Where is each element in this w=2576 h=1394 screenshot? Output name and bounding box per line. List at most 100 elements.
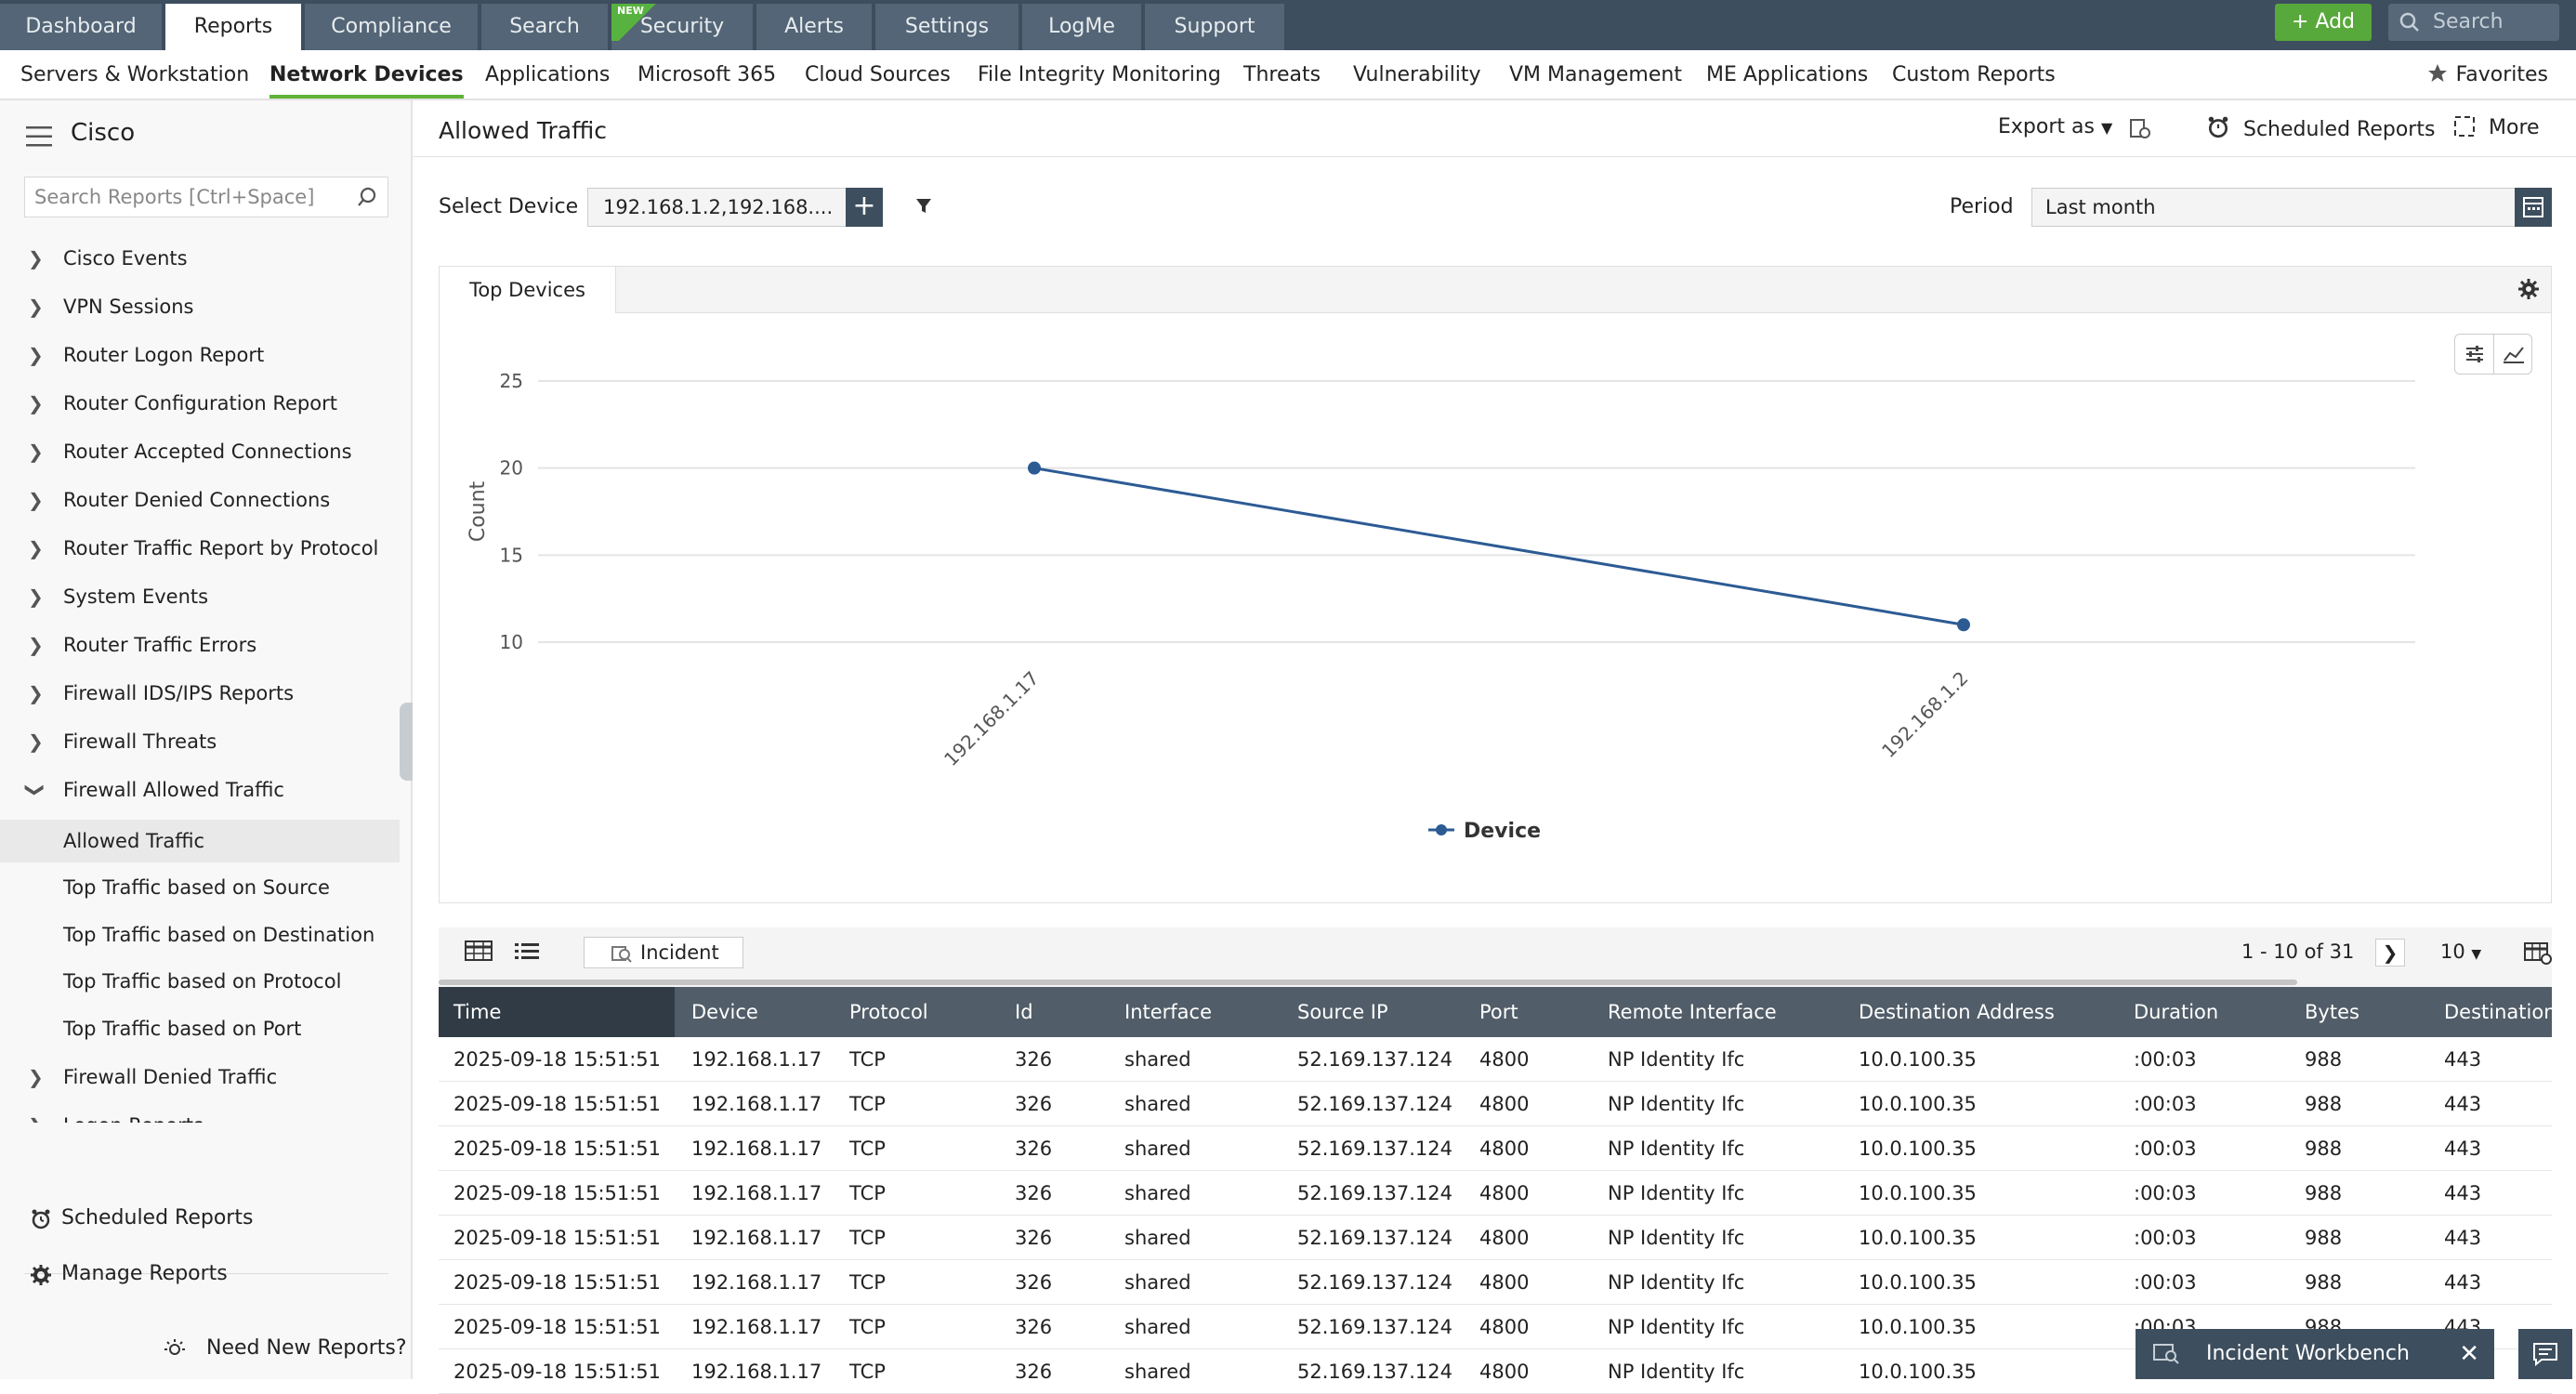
- chart-type-button[interactable]: [2494, 335, 2533, 374]
- sidebar-item-top-traffic-port[interactable]: Top Traffic based on Port: [0, 1007, 400, 1050]
- table-view-icon[interactable]: [465, 939, 493, 963]
- incident-workbench-bar[interactable]: Incident Workbench ✕: [2136, 1329, 2494, 1379]
- manage-reports-link[interactable]: Manage Reports: [31, 1262, 228, 1285]
- chat-button[interactable]: [2518, 1329, 2572, 1379]
- favorites-link[interactable]: Favorites: [2426, 50, 2548, 100]
- period-field[interactable]: Last month: [2031, 188, 2518, 227]
- column-header-device[interactable]: Device: [691, 1001, 758, 1023]
- table-horizontal-scrollbar[interactable]: [439, 978, 2552, 987]
- need-new-reports-link[interactable]: Need New Reports?: [164, 1336, 407, 1360]
- scrollbar-thumb[interactable]: [439, 980, 2297, 985]
- sidebar-item-label: Top Traffic based on Protocol: [63, 970, 342, 993]
- sidebar-group-router-traffic-errors[interactable]: ❯ Router Traffic Errors: [0, 624, 400, 666]
- add-button[interactable]: + Add: [2275, 4, 2372, 41]
- subnav-custom-reports[interactable]: Custom Reports: [1892, 63, 2056, 86]
- subnav-microsoft-365[interactable]: Microsoft 365: [637, 63, 777, 86]
- sidebar-group-router-accepted[interactable]: ❯ Router Accepted Connections: [0, 430, 400, 473]
- column-header-interface[interactable]: Interface: [1124, 1001, 1213, 1023]
- sidebar-item-allowed-traffic[interactable]: Allowed Traffic: [0, 820, 400, 862]
- column-header-duration[interactable]: Duration: [2134, 1001, 2219, 1023]
- hamburger-menu-icon[interactable]: [26, 126, 52, 147]
- tab-top-devices[interactable]: Top Devices: [440, 267, 616, 313]
- sidebar-group-firewall-allowed-traffic[interactable]: ❯ Firewall Allowed Traffic: [0, 769, 400, 811]
- list-view-icon[interactable]: [513, 939, 541, 963]
- table-row[interactable]: 2025-09-18 15:51:51 192.168.1.17 TCP 326 sha…: [439, 1171, 2552, 1216]
- select-device-field[interactable]: 192.168.1.2,192.168....: [587, 188, 848, 227]
- data-point[interactable]: [1957, 618, 1970, 632]
- nav-tab-alerts[interactable]: Alerts: [756, 4, 874, 50]
- column-header-time[interactable]: Time: [439, 987, 675, 1037]
- subnav-cloud-sources[interactable]: Cloud Sources: [805, 63, 951, 86]
- search-icon[interactable]: [356, 186, 378, 208]
- subnav-me-applications[interactable]: ME Applications: [1706, 63, 1869, 86]
- sidebar-group-system-events[interactable]: ❯ System Events: [0, 575, 400, 618]
- sidebar-group-router-denied[interactable]: ❯ Router Denied Connections: [0, 479, 400, 521]
- column-header-port[interactable]: Port: [1479, 1001, 1518, 1023]
- gear-icon[interactable]: [2517, 278, 2540, 300]
- calendar-button[interactable]: [2515, 188, 2552, 227]
- subnav-vulnerability[interactable]: Vulnerability: [1353, 63, 1481, 86]
- nav-tab-logme[interactable]: LogMe: [1022, 4, 1143, 50]
- data-point[interactable]: [1028, 461, 1041, 475]
- export-as-dropdown[interactable]: Export as ▼: [1998, 115, 2112, 138]
- scheduled-reports-link[interactable]: Scheduled Reports: [32, 1206, 253, 1230]
- sidebar-item-top-traffic-source[interactable]: Top Traffic based on Source: [0, 866, 400, 909]
- table-row[interactable]: 2025-09-18 15:51:51 192.168.1.17 TCP 326 sha…: [439, 1216, 2552, 1260]
- column-header-remote-interface[interactable]: Remote Interface: [1608, 1001, 1777, 1023]
- chart-options-button[interactable]: [2455, 335, 2494, 374]
- cell-source-ip: 52.169.137.124: [1297, 1093, 1452, 1115]
- table-row[interactable]: 2025-09-18 15:51:51 192.168.1.17 TCP 326 sha…: [439, 1126, 2552, 1171]
- column-header-protocol[interactable]: Protocol: [849, 1001, 928, 1023]
- scheduled-reports-button[interactable]: Scheduled Reports: [2206, 115, 2435, 141]
- report-search-input[interactable]: Search Reports [Ctrl+Space]: [24, 177, 388, 217]
- sidebar-group-router-traffic-protocol[interactable]: ❯ Router Traffic Report by Protocol: [0, 527, 400, 570]
- subnav-threats[interactable]: Threats: [1243, 63, 1321, 86]
- table-row[interactable]: 2025-09-18 15:51:51 192.168.1.17 TCP 326 sha…: [439, 1082, 2552, 1126]
- sidebar-group-logon-reports[interactable]: ❯ Logon Reports: [0, 1104, 400, 1123]
- column-header-bytes[interactable]: Bytes: [2305, 1001, 2359, 1023]
- nav-tab-compliance[interactable]: Compliance: [305, 4, 480, 50]
- column-chooser-icon[interactable]: [2524, 940, 2552, 965]
- column-header-destination[interactable]: Destination: [2444, 1001, 2556, 1023]
- add-device-button[interactable]: +: [846, 188, 883, 227]
- cell-remote-interface: NP Identity Ifc: [1608, 1227, 1745, 1249]
- nav-tab-support[interactable]: Support: [1145, 4, 1286, 50]
- table-row[interactable]: 2025-09-18 15:51:51 192.168.1.17 TCP 326 sha…: [439, 1260, 2552, 1305]
- global-search-input[interactable]: Search: [2388, 4, 2559, 41]
- table-row[interactable]: 2025-09-18 15:51:51 192.168.1.17 TCP 326 sha…: [439, 1037, 2552, 1082]
- subnav-applications[interactable]: Applications: [485, 63, 611, 86]
- sidebar-group-firewall-denied[interactable]: ❯ Firewall Denied Traffic: [0, 1056, 400, 1098]
- chart-legend[interactable]: Device: [1428, 820, 1541, 843]
- column-header-destination-address[interactable]: Destination Address: [1859, 1001, 2055, 1023]
- cell-bytes: 988: [2305, 1182, 2343, 1204]
- nav-tab-security[interactable]: NEW Security: [611, 4, 755, 50]
- table-row[interactable]: 2025-09-18 15:51:51 192.168.1.17 TCP 326 sha…: [439, 1305, 2552, 1349]
- column-header-source-ip[interactable]: Source IP: [1297, 1001, 1388, 1023]
- nav-tab-reports[interactable]: Reports: [165, 4, 303, 50]
- column-header-id[interactable]: Id: [1015, 1001, 1033, 1023]
- sidebar-group-firewall-threats[interactable]: ❯ Firewall Threats: [0, 720, 400, 763]
- sidebar-group-vpn-sessions[interactable]: ❯ VPN Sessions: [0, 285, 400, 328]
- nav-tab-dashboard[interactable]: Dashboard: [0, 4, 164, 50]
- sidebar-item-top-traffic-protocol[interactable]: Top Traffic based on Protocol: [0, 960, 400, 1003]
- more-button[interactable]: More: [2453, 115, 2540, 139]
- sidebar-group-firewall-ids-ips[interactable]: ❯ Firewall IDS/IPS Reports: [0, 672, 400, 715]
- next-page-button[interactable]: ❯: [2375, 939, 2405, 967]
- nav-tab-search[interactable]: Search: [481, 4, 610, 50]
- subnav-servers[interactable]: Servers & Workstation: [20, 63, 250, 86]
- sidebar-group-cisco-events[interactable]: ❯ Cisco Events: [0, 237, 400, 280]
- nav-tab-settings[interactable]: Settings: [875, 4, 1020, 50]
- subnav-network-devices[interactable]: Network Devices: [269, 50, 464, 99]
- subnav-file-integrity[interactable]: File Integrity Monitoring: [978, 63, 1221, 86]
- page-size-dropdown[interactable]: 10 ▼: [2440, 940, 2481, 963]
- close-icon[interactable]: ✕: [2459, 1340, 2479, 1368]
- filter-icon[interactable]: [914, 197, 933, 216]
- subnav-vm-management[interactable]: VM Management: [1509, 63, 1682, 86]
- sidebar-group-router-logon[interactable]: ❯ Router Logon Report: [0, 334, 400, 376]
- sidebar-item-label: Top Traffic based on Port: [63, 1018, 302, 1040]
- incident-button[interactable]: Incident: [584, 937, 743, 968]
- sidebar-collapse-handle[interactable]: [400, 703, 413, 781]
- sidebar-group-router-configuration[interactable]: ❯ Router Configuration Report: [0, 382, 400, 425]
- sidebar-item-top-traffic-destination[interactable]: Top Traffic based on Destination: [0, 914, 400, 956]
- export-settings-icon[interactable]: [2128, 117, 2152, 141]
